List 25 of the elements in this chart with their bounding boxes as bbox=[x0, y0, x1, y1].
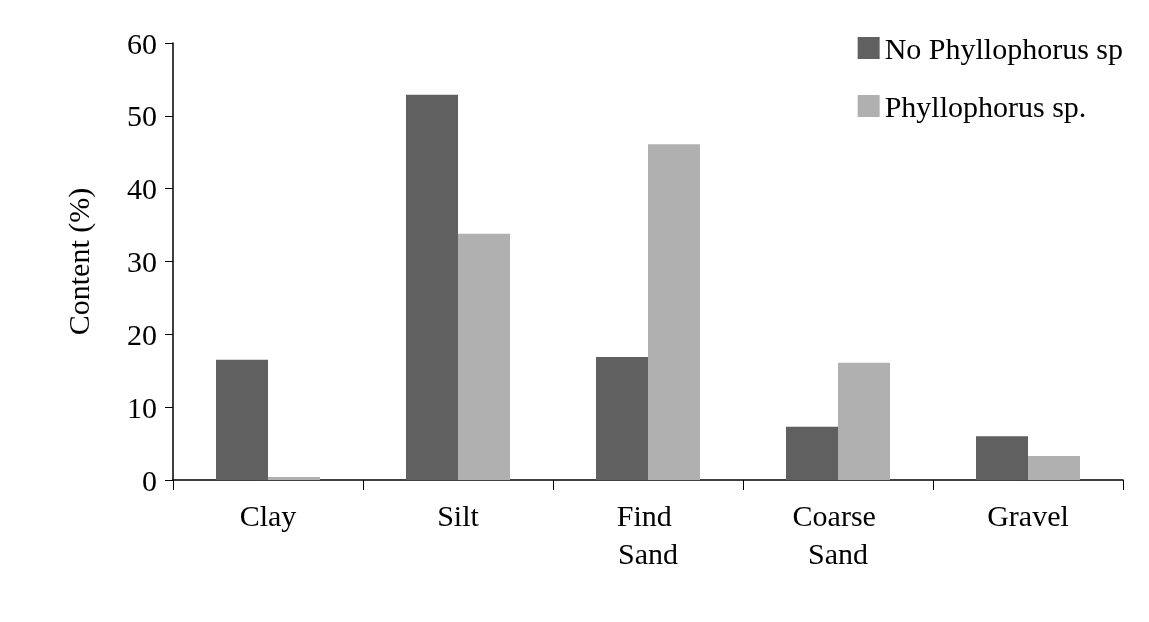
x-tick-label: Find Sand bbox=[616, 498, 680, 570]
bar bbox=[648, 144, 700, 480]
y-tick-label: 10 bbox=[127, 390, 157, 424]
bar bbox=[786, 426, 838, 480]
y-tick-label: 60 bbox=[127, 26, 157, 60]
y-axis-title: Content (%) bbox=[61, 187, 96, 336]
bar bbox=[838, 362, 890, 480]
y-tick-label: 30 bbox=[127, 245, 157, 278]
bar bbox=[976, 436, 1028, 480]
bar bbox=[1028, 455, 1080, 480]
bar bbox=[406, 94, 458, 480]
y-tick-label: 20 bbox=[127, 317, 157, 351]
bar bbox=[458, 233, 510, 480]
x-tick-label: Coarse Sand bbox=[792, 498, 884, 570]
bar bbox=[596, 356, 648, 480]
bar bbox=[216, 359, 268, 480]
legend-label: No Phyllophorus sp bbox=[884, 31, 1123, 65]
x-tick-label: Clay bbox=[239, 498, 297, 532]
x-tick-label: Gravel bbox=[987, 498, 1069, 532]
x-tick-label: Silt bbox=[437, 498, 480, 532]
y-tick-label: 0 bbox=[142, 463, 157, 497]
legend-label: Phyllophorus sp. bbox=[884, 89, 1087, 123]
bar bbox=[268, 477, 320, 480]
y-tick-label: 50 bbox=[127, 99, 157, 133]
y-tick-label: 40 bbox=[127, 172, 157, 206]
